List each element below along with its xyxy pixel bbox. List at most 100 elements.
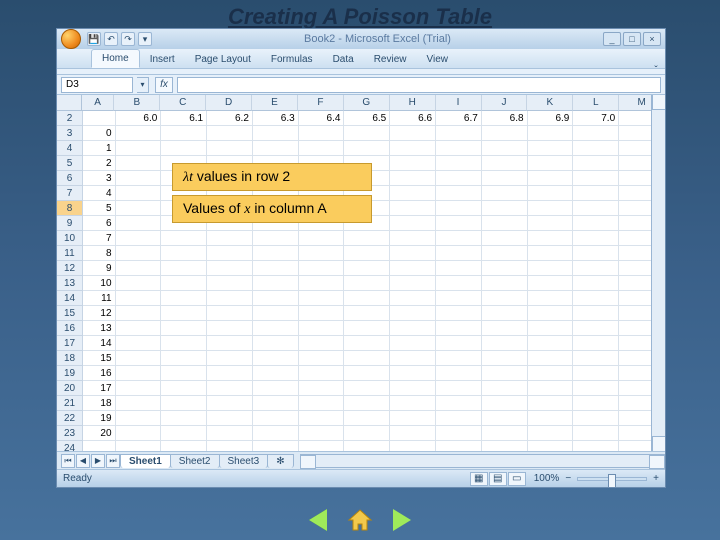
sheet-nav-3[interactable]: ⏭	[106, 454, 120, 468]
cell-A23[interactable]: 20	[83, 426, 116, 441]
sheet-nav-1[interactable]: ◀	[76, 454, 90, 468]
cell-K18[interactable]	[528, 351, 574, 366]
cell-B9[interactable]	[116, 216, 162, 231]
cell-L23[interactable]	[573, 426, 619, 441]
cell-L22[interactable]	[573, 411, 619, 426]
cell-B14[interactable]	[116, 291, 162, 306]
cell-D22[interactable]	[207, 411, 253, 426]
save-icon[interactable]: 💾	[87, 32, 101, 46]
cell-F14[interactable]	[299, 291, 345, 306]
tab-home[interactable]: Home	[91, 49, 140, 68]
cell-I24[interactable]	[436, 441, 482, 451]
cell-H21[interactable]	[390, 396, 436, 411]
cell-B10[interactable]	[116, 231, 162, 246]
zoom-in-button[interactable]: +	[653, 473, 659, 484]
cell-K6[interactable]	[528, 171, 574, 186]
cell-F24[interactable]	[299, 441, 345, 451]
cell-J8[interactable]	[482, 201, 528, 216]
row-header-4[interactable]: 4	[57, 141, 83, 156]
cell-L11[interactable]	[573, 246, 619, 261]
name-box-dropdown-icon[interactable]: ▾	[137, 77, 149, 93]
column-header-A[interactable]: A	[82, 95, 115, 111]
vertical-scrollbar[interactable]	[651, 95, 665, 451]
cell-D13[interactable]	[207, 276, 253, 291]
cell-I16[interactable]	[436, 321, 482, 336]
cell-K8[interactable]	[528, 201, 574, 216]
cell-H19[interactable]	[390, 366, 436, 381]
cell-G22[interactable]	[344, 411, 390, 426]
cell-C23[interactable]	[161, 426, 207, 441]
cell-D20[interactable]	[207, 381, 253, 396]
row-header-7[interactable]: 7	[57, 186, 83, 201]
cell-L21[interactable]	[573, 396, 619, 411]
cell-G2[interactable]: 6.5	[344, 111, 390, 126]
row-header-18[interactable]: 18	[57, 351, 83, 366]
zoom-out-button[interactable]: −	[565, 473, 571, 484]
cell-G19[interactable]	[344, 366, 390, 381]
column-header-E[interactable]: E	[252, 95, 298, 111]
row-header-8[interactable]: 8	[57, 201, 83, 216]
cell-D16[interactable]	[207, 321, 253, 336]
cell-L9[interactable]	[573, 216, 619, 231]
cell-K14[interactable]	[528, 291, 574, 306]
cell-H12[interactable]	[390, 261, 436, 276]
cell-G23[interactable]	[344, 426, 390, 441]
cell-B3[interactable]	[116, 126, 162, 141]
cell-G14[interactable]	[344, 291, 390, 306]
cell-F17[interactable]	[299, 336, 345, 351]
column-header-F[interactable]: F	[298, 95, 344, 111]
cell-J14[interactable]	[482, 291, 528, 306]
cell-B7[interactable]	[116, 186, 162, 201]
cell-C3[interactable]	[161, 126, 207, 141]
column-header-H[interactable]: H	[390, 95, 436, 111]
cell-C15[interactable]	[161, 306, 207, 321]
cell-A14[interactable]: 11	[83, 291, 116, 306]
cell-L8[interactable]	[573, 201, 619, 216]
next-slide-button[interactable]	[388, 508, 416, 532]
cell-H3[interactable]	[390, 126, 436, 141]
cell-G17[interactable]	[344, 336, 390, 351]
cell-C11[interactable]	[161, 246, 207, 261]
cell-L13[interactable]	[573, 276, 619, 291]
cell-I18[interactable]	[436, 351, 482, 366]
row-header-6[interactable]: 6	[57, 171, 83, 186]
row-header-16[interactable]: 16	[57, 321, 83, 336]
cell-I10[interactable]	[436, 231, 482, 246]
cell-C14[interactable]	[161, 291, 207, 306]
cell-A21[interactable]: 18	[83, 396, 116, 411]
tab-insert[interactable]: Insert	[140, 51, 185, 68]
cell-B20[interactable]	[116, 381, 162, 396]
cell-C17[interactable]	[161, 336, 207, 351]
cell-H9[interactable]	[390, 216, 436, 231]
cell-B24[interactable]	[116, 441, 162, 451]
cell-H4[interactable]	[390, 141, 436, 156]
cell-F11[interactable]	[299, 246, 345, 261]
cell-D4[interactable]	[207, 141, 253, 156]
cell-B22[interactable]	[116, 411, 162, 426]
cell-K11[interactable]	[528, 246, 574, 261]
cell-E3[interactable]	[253, 126, 299, 141]
cell-D17[interactable]	[207, 336, 253, 351]
column-header-K[interactable]: K	[527, 95, 573, 111]
cell-F21[interactable]	[299, 396, 345, 411]
cell-I20[interactable]	[436, 381, 482, 396]
cell-H13[interactable]	[390, 276, 436, 291]
tab-page-layout[interactable]: Page Layout	[185, 51, 261, 68]
cell-B8[interactable]	[116, 201, 162, 216]
row-header-2[interactable]: 2	[57, 111, 83, 126]
cell-I3[interactable]	[436, 126, 482, 141]
cell-B6[interactable]	[116, 171, 162, 186]
cell-E21[interactable]	[253, 396, 299, 411]
cell-I2[interactable]: 6.7	[436, 111, 482, 126]
cell-H18[interactable]	[390, 351, 436, 366]
cell-E16[interactable]	[253, 321, 299, 336]
cell-C20[interactable]	[161, 381, 207, 396]
row-header-12[interactable]: 12	[57, 261, 83, 276]
cell-J2[interactable]: 6.8	[482, 111, 528, 126]
page-layout-view-icon[interactable]: ▤	[489, 472, 507, 486]
redo-icon[interactable]: ↷	[121, 32, 135, 46]
cell-K9[interactable]	[528, 216, 574, 231]
cell-A10[interactable]: 7	[83, 231, 116, 246]
cell-E22[interactable]	[253, 411, 299, 426]
cell-A8[interactable]: 5	[83, 201, 116, 216]
